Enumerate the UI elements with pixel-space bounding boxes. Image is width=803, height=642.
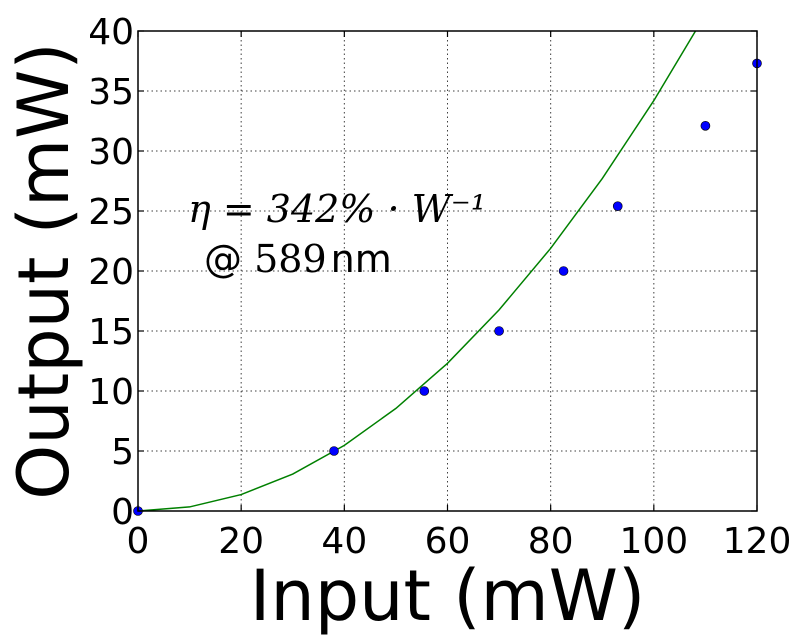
x-tick-label: 20 xyxy=(218,521,264,562)
y-tick-label: 40 xyxy=(88,12,134,53)
wavelength-unit: nm xyxy=(331,237,392,281)
fit-curve xyxy=(138,31,697,511)
x-tick-label: 40 xyxy=(321,521,367,562)
data-point xyxy=(612,201,623,211)
y-tick-label: 25 xyxy=(88,192,134,233)
x-axis-title: Input (mW) xyxy=(250,555,646,637)
wavelength-annotation: @ 589 nm xyxy=(204,237,392,281)
y-tick-label: 15 xyxy=(88,312,134,353)
data-point xyxy=(558,266,569,276)
x-tick-label: 0 xyxy=(127,521,150,562)
y-tick-label: 5 xyxy=(111,432,134,473)
y-tick-label: 10 xyxy=(88,372,134,413)
y-tick-label: 0 xyxy=(111,492,134,533)
wavelength-value: 589 xyxy=(254,237,327,281)
wavelength-prefix: @ xyxy=(204,237,254,281)
data-point xyxy=(494,326,504,336)
x-tick-label: 100 xyxy=(619,521,688,562)
ticks: 0 20 40 60 80 100 120 0 5 10 15 20 25 30 35 40 xyxy=(88,12,791,562)
y-tick-label: 20 xyxy=(88,252,134,293)
efficiency-annotation: η = 342% · W⁻¹ xyxy=(188,187,486,231)
x-tick-label: 60 xyxy=(425,521,471,562)
data-point xyxy=(329,446,339,456)
y-axis-title: Output (mW) xyxy=(3,42,85,499)
y-tick-label: 35 xyxy=(88,72,134,113)
x-tick-label: 80 xyxy=(528,521,574,562)
data-point xyxy=(700,121,711,131)
series xyxy=(133,31,762,516)
y-tick-label: 30 xyxy=(88,132,134,173)
data-point xyxy=(419,386,430,396)
x-tick-label: 120 xyxy=(723,521,792,562)
